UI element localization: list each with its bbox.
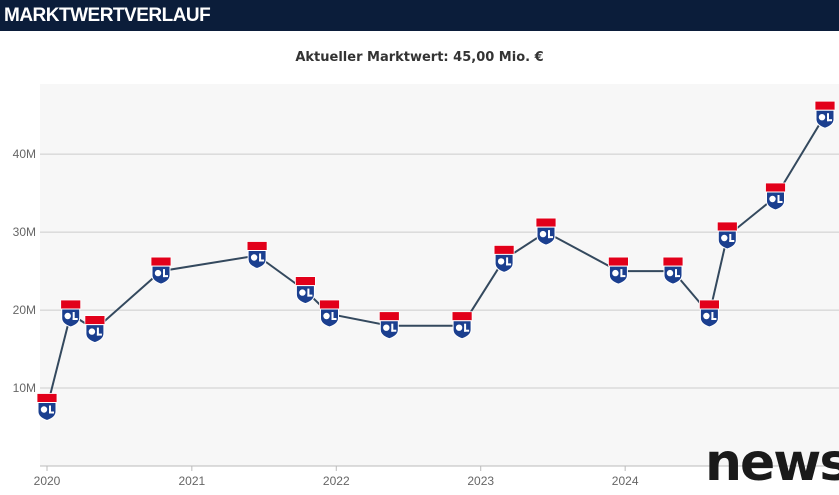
x-tick-label: 2021 <box>178 474 205 488</box>
olympique-lyonnais-crest-icon[interactable] <box>84 315 106 344</box>
olympique-lyonnais-crest-icon[interactable] <box>246 241 268 270</box>
olympique-lyonnais-crest-icon[interactable] <box>699 299 720 328</box>
y-tick-label: 40M <box>13 147 36 161</box>
section-header: MARKTWERTVERLAUF <box>0 0 839 31</box>
olympique-lyonnais-crest-icon[interactable] <box>294 276 316 305</box>
x-tick-label: 2023 <box>467 474 494 488</box>
plot-area <box>40 84 839 466</box>
olympique-lyonnais-crest-icon[interactable] <box>319 299 340 328</box>
x-tick-label: 2022 <box>323 474 350 488</box>
olympique-lyonnais-crest-icon[interactable] <box>378 311 400 340</box>
olympique-lyonnais-crest-icon[interactable] <box>36 393 58 422</box>
section-title: MARKTWERTVERLAUF <box>4 4 211 26</box>
olympique-lyonnais-crest-icon[interactable] <box>150 256 172 285</box>
olympique-lyonnais-crest-icon[interactable] <box>765 182 786 211</box>
y-tick-label: 10M <box>13 381 36 395</box>
olympique-lyonnais-crest-icon[interactable] <box>608 256 629 285</box>
olympique-lyonnais-crest-icon[interactable] <box>535 217 557 246</box>
x-tick-label: 2024 <box>612 474 639 488</box>
x-tick-label: 2020 <box>34 474 61 488</box>
olympique-lyonnais-crest-icon[interactable] <box>60 299 82 328</box>
olympique-lyonnais-crest-icon[interactable] <box>814 100 836 129</box>
watermark-logo: news <box>705 433 839 493</box>
olympique-lyonnais-crest-icon[interactable] <box>451 311 473 340</box>
chart-subtitle: Aktueller Marktwert: 45,00 Mio. € <box>295 50 544 65</box>
olympique-lyonnais-crest-icon[interactable] <box>493 244 515 273</box>
y-tick-label: 20M <box>13 303 36 317</box>
olympique-lyonnais-crest-icon[interactable] <box>662 256 684 285</box>
y-tick-label: 30M <box>13 225 36 239</box>
olympique-lyonnais-crest-icon[interactable] <box>716 221 738 250</box>
